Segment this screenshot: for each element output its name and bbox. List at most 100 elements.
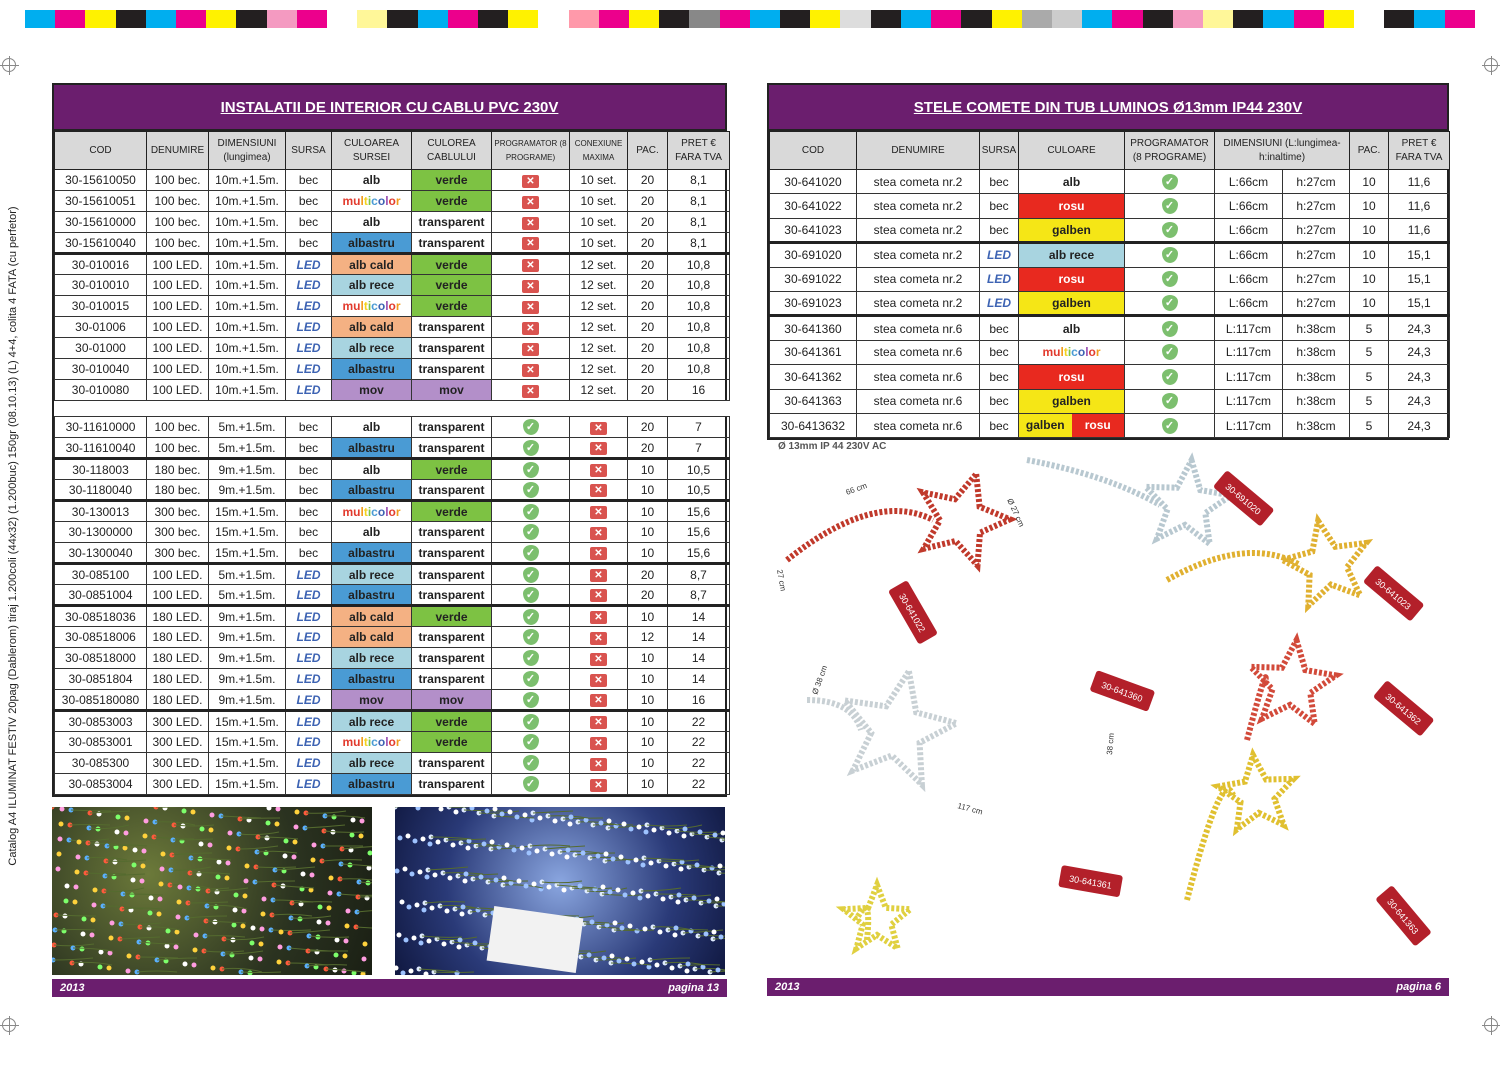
- color-swatch: [25, 10, 56, 28]
- table-row: 30-11610000 100 bec. 5m.+1.5m. bec alb transp…: [54, 416, 730, 438]
- source-color-cell: mov: [331, 379, 412, 401]
- cell-2: 10m.+1.5m.: [208, 169, 286, 191]
- cell-0: 30-15610040: [54, 232, 147, 254]
- cell-1: 300 LED.: [146, 773, 209, 795]
- cell-2: 9m.+1.5m.: [208, 457, 286, 480]
- color-swatch: [1112, 10, 1143, 28]
- cell-1: 300 bec.: [146, 521, 209, 543]
- cell-7: 10: [1349, 290, 1390, 317]
- cell-8: 20: [627, 274, 668, 296]
- cable-color-cell: verde: [411, 604, 492, 627]
- cell-0: 30-010040: [54, 358, 147, 380]
- check-icon: ✓: [1161, 393, 1178, 410]
- cell-1: stea cometa nr.2: [856, 241, 980, 268]
- cell-1: 180 LED.: [146, 668, 209, 690]
- cell-8: 10: [627, 773, 668, 795]
- source-color-cell: alb rece: [331, 709, 412, 732]
- cell-7: 12 set.: [569, 337, 628, 359]
- color-swatch: [1172, 10, 1203, 28]
- cell-5: L:66cm: [1214, 241, 1283, 268]
- x-icon: ✕: [590, 526, 607, 540]
- cell-1: 100 LED.: [146, 379, 209, 401]
- x-icon: ✕: [590, 611, 607, 624]
- cell-9: 10,8: [667, 358, 730, 380]
- color-swatch: [719, 10, 750, 28]
- cell-2: bec: [979, 217, 1019, 244]
- cell-9: 8,1: [667, 211, 730, 233]
- cell-6: ✓: [491, 457, 570, 480]
- table-row: 30-15610051 100 bec. 10m.+1.5m. bec multicol…: [54, 190, 730, 212]
- cell-0: 30-15610050: [54, 169, 147, 191]
- column-header: COD: [769, 131, 857, 170]
- cell-6: ✕: [491, 337, 570, 359]
- x-icon: ✕: [522, 384, 539, 398]
- cell-2: 5m.+1.5m.: [208, 416, 286, 438]
- color-swatch: [810, 10, 841, 28]
- cell-2: 10m.+1.5m.: [208, 316, 286, 338]
- check-icon: ✓: [522, 419, 539, 435]
- cell-9: 10,8: [667, 274, 730, 296]
- column-header: COD: [54, 131, 147, 170]
- table-row: 30-1300040 300 bec. 15m.+1.5m. bec albastru t…: [54, 542, 730, 564]
- table-row: 30-0851004 100 LED. 5m.+1.5m. LED albastru tr…: [54, 584, 730, 606]
- cell-1: 100 bec.: [146, 211, 209, 233]
- cell-7: ✕: [569, 709, 628, 732]
- column-header: SURSA: [979, 131, 1019, 170]
- check-icon: ✓: [1161, 368, 1178, 385]
- column-header: DIMENSIUNI (L:lungimea-h:inaltime): [1213, 131, 1351, 170]
- check-icon: ✓: [522, 503, 539, 520]
- check-icon: ✓: [522, 586, 539, 603]
- cell-0: 30-085100: [54, 562, 147, 585]
- cell-8: 20: [627, 211, 668, 233]
- cell-2: 10m.+1.5m.: [208, 211, 286, 233]
- color-swatch: [206, 10, 237, 28]
- cell-6: ✕: [491, 252, 570, 275]
- cell-9: 15,6: [667, 542, 730, 564]
- color-swatch: [1202, 10, 1234, 28]
- cell-0: 30-641360: [769, 314, 857, 341]
- x-icon: ✕: [522, 174, 539, 188]
- x-icon: ✕: [522, 195, 539, 209]
- dimension-label: Ø 27 cm: [1005, 497, 1026, 529]
- cell-7: 10: [1349, 193, 1390, 219]
- cell-7: ✕: [569, 604, 628, 627]
- cell-0: 30-08518000: [54, 647, 147, 669]
- cell-8: 20: [627, 562, 668, 585]
- table-row: 30-0851804 180 LED. 9m.+1.5m. LED albastru tr…: [54, 668, 730, 690]
- cell-9: 8,7: [667, 584, 730, 606]
- cell-5: L:117cm: [1214, 388, 1283, 414]
- cell-8: 24,3: [1388, 314, 1451, 341]
- cell-6: ✕: [491, 232, 570, 254]
- cell-1: 100 bec.: [146, 232, 209, 254]
- x-icon: ✕: [590, 421, 607, 435]
- x-icon: ✕: [522, 216, 539, 230]
- cell-6: ✓: [491, 479, 570, 501]
- color-cell: galben: [1018, 388, 1125, 414]
- check-icon: ✓: [1161, 320, 1178, 337]
- cell-6: ✓: [491, 416, 570, 438]
- registration-mark-icon: [0, 1016, 19, 1035]
- check-icon: ✓: [522, 566, 539, 583]
- cell-7: 10: [1349, 241, 1390, 268]
- color-swatch: [749, 10, 781, 28]
- cable-color-cell: verde: [411, 295, 492, 317]
- cable-color-cell: transparent: [411, 647, 492, 669]
- color-swatch: [1414, 10, 1445, 28]
- cell-3: bec: [285, 232, 332, 254]
- color-cell: rosu: [1018, 266, 1125, 292]
- cell-6: ✓: [491, 709, 570, 732]
- cell-8: 10: [627, 604, 668, 627]
- source-color-cell: albastru: [331, 437, 412, 459]
- cell-0: 30-010016: [54, 252, 147, 275]
- cell-7: 5: [1349, 388, 1390, 414]
- cell-1: 180 LED.: [146, 604, 209, 627]
- cell-8: 11,6: [1388, 168, 1451, 195]
- cell-9: 15,6: [667, 521, 730, 543]
- check-icon: ✓: [522, 461, 539, 478]
- cell-2: bec: [979, 168, 1019, 195]
- footer-page: pagina 13: [668, 982, 719, 994]
- cell-7: ✕: [569, 626, 628, 648]
- cell-3: LED: [285, 647, 332, 669]
- cell-6: h:38cm: [1281, 388, 1351, 414]
- x-icon: ✕: [590, 736, 607, 750]
